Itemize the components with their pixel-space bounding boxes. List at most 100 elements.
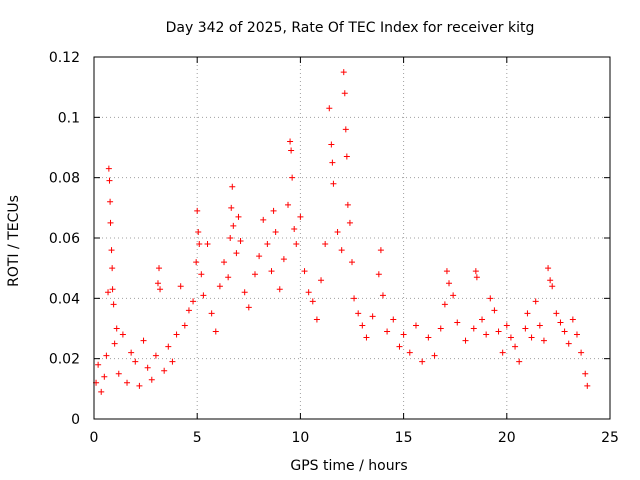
data-point — [524, 310, 531, 317]
data-point — [443, 268, 450, 275]
data-point — [473, 274, 480, 281]
data-point — [553, 310, 560, 317]
data-point — [437, 325, 444, 332]
data-point — [105, 165, 112, 172]
data-point — [342, 126, 349, 133]
data-point — [194, 207, 201, 214]
data-point — [390, 316, 397, 323]
x-axis-label: GPS time / hours — [290, 458, 407, 474]
data-point — [301, 268, 308, 275]
data-point — [532, 298, 539, 305]
data-point — [499, 349, 506, 356]
data-point — [177, 283, 184, 290]
data-point — [318, 277, 325, 284]
data-point — [148, 376, 155, 383]
data-point — [375, 271, 382, 278]
data-point — [260, 216, 267, 223]
data-point — [200, 292, 207, 299]
data-point — [156, 265, 163, 272]
data-point — [487, 295, 494, 302]
data-point — [462, 337, 469, 344]
data-point — [152, 352, 159, 359]
tick-labels: 0 5 10 15 20 25 0 0.02 0.04 0.06 0.08 0.1 0.12 — [49, 50, 619, 446]
x-tick-label: 20 — [498, 430, 516, 446]
data-point — [204, 241, 211, 248]
data-point — [406, 349, 413, 356]
data-point — [95, 361, 102, 368]
data-point — [119, 331, 126, 338]
data-point — [288, 147, 295, 154]
data-point — [229, 183, 236, 190]
data-point — [573, 331, 580, 338]
data-point — [313, 316, 320, 323]
y-tick-label: 0.08 — [49, 171, 80, 187]
data-point — [196, 241, 203, 248]
data-point — [165, 343, 172, 350]
data-point — [396, 343, 403, 350]
data-point — [349, 259, 355, 266]
data-point — [103, 352, 110, 359]
data-point — [495, 328, 502, 335]
data-point — [235, 213, 242, 220]
data-point — [110, 301, 117, 308]
data-point — [173, 331, 180, 338]
data-point — [334, 228, 341, 235]
data-point — [293, 241, 300, 248]
data-point — [557, 319, 564, 326]
data-point — [228, 204, 235, 211]
y-axis-label: ROTI / TECUs — [6, 195, 22, 287]
data-point — [193, 259, 200, 266]
data-point — [256, 253, 263, 260]
data-point — [507, 334, 514, 341]
data-point — [503, 322, 510, 329]
data-point — [198, 271, 205, 278]
data-point — [227, 235, 234, 241]
data-point — [322, 241, 329, 248]
data-point — [132, 358, 139, 365]
data-point — [441, 301, 448, 308]
data-point — [470, 325, 477, 332]
data-point — [237, 238, 244, 245]
data-point — [190, 298, 197, 305]
data-point — [343, 153, 350, 160]
data-point — [369, 313, 376, 320]
data-point — [419, 358, 426, 365]
data-point — [107, 198, 114, 205]
data-point — [291, 225, 298, 232]
data-point — [384, 328, 391, 335]
data-point — [329, 159, 336, 166]
data-point — [512, 343, 519, 350]
data-point — [522, 325, 529, 332]
chart-title: Day 342 of 2025, Rate Of TEC Index for r… — [166, 20, 535, 36]
data-point — [351, 295, 358, 302]
data-point — [230, 222, 237, 229]
data-point — [287, 138, 294, 145]
x-tick-label: 0 — [90, 430, 99, 446]
data-point — [270, 207, 277, 214]
y-tick-label: 0.1 — [58, 110, 80, 126]
data-point — [241, 289, 248, 296]
data-point — [109, 265, 116, 272]
data-point — [363, 334, 370, 341]
grid-lines — [94, 57, 610, 419]
data-point — [128, 349, 135, 356]
data-point — [140, 337, 147, 344]
data-point — [181, 322, 188, 329]
y-tick-label: 0.04 — [49, 291, 80, 307]
data-point — [341, 90, 348, 97]
y-tick-label: 0 — [71, 412, 80, 428]
data-point — [584, 382, 591, 389]
data-point — [547, 277, 554, 284]
data-point — [400, 331, 407, 338]
x-tick-label: 5 — [193, 430, 202, 446]
data-point — [491, 307, 498, 314]
plot-frame — [93, 56, 611, 420]
data-point — [377, 247, 384, 254]
data-point — [280, 256, 287, 263]
data-point — [208, 310, 215, 317]
data-point — [355, 310, 362, 317]
data-point — [516, 358, 523, 365]
data-point — [379, 292, 386, 299]
data-point — [330, 180, 337, 187]
data-point — [245, 304, 252, 311]
